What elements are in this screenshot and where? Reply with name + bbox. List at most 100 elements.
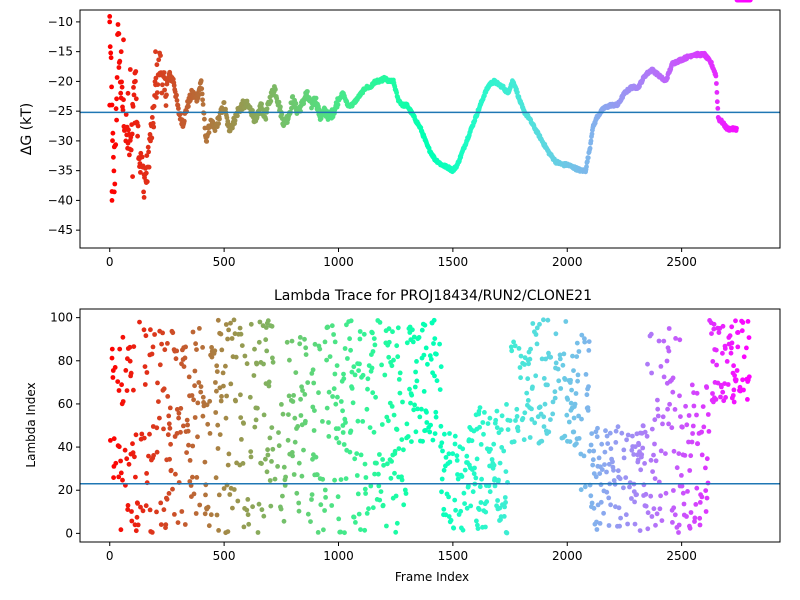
lambda-point [493, 417, 499, 423]
lambda-point [560, 362, 566, 368]
lambda-point [404, 340, 410, 346]
delta-g-point [116, 31, 122, 37]
lambda-point [272, 476, 278, 482]
delta-g-point [276, 99, 282, 105]
lambda-point [645, 526, 651, 532]
lambda-point [591, 505, 597, 511]
lambda-point [572, 401, 578, 407]
lambda-point [606, 523, 612, 528]
lambda-point [289, 338, 295, 344]
lambda-point [730, 393, 736, 398]
lambda-point [191, 397, 197, 403]
lambda-point [487, 463, 492, 469]
lambda-point [682, 453, 688, 458]
lambda-point [197, 502, 203, 508]
lambda-point [213, 475, 219, 481]
y-tick-label: 60 [58, 397, 73, 411]
lambda-point [148, 327, 153, 333]
lambda-point [528, 346, 533, 352]
lambda-point [310, 404, 316, 410]
lambda-point [571, 368, 576, 373]
lambda-point [241, 421, 247, 426]
lambda-point [216, 492, 222, 498]
lambda-point [427, 429, 433, 435]
lambda-point [376, 471, 381, 477]
lambda-point [532, 420, 538, 426]
lambda-point [679, 483, 685, 489]
lambda-point [411, 407, 417, 413]
lambda-point [475, 526, 481, 531]
lambda-point [530, 321, 536, 326]
lambda-point [499, 445, 505, 450]
lambda-point [671, 488, 676, 493]
lambda-point [676, 522, 682, 528]
lambda-point [485, 421, 491, 426]
lambda-point [362, 461, 368, 467]
lambda-point [642, 461, 647, 466]
y-tick-label: −10 [48, 15, 73, 29]
lambda-point [722, 381, 727, 386]
lambda-point [602, 449, 608, 455]
lambda-point [729, 345, 734, 351]
lambda-point [464, 453, 470, 459]
lambda-point [382, 372, 388, 378]
lambda-point [356, 511, 362, 517]
lambda-point [605, 441, 611, 446]
lambda-point [477, 405, 483, 410]
lambda-point [660, 421, 665, 427]
lambda-point [259, 461, 264, 466]
lambda-point [370, 505, 376, 511]
lambda-point [687, 525, 693, 531]
lambda-point [315, 530, 321, 535]
lambda-point [739, 328, 745, 334]
delta-g-point [158, 53, 163, 58]
delta-g-point [141, 195, 147, 200]
lambda-point [428, 356, 434, 362]
lambda-point [332, 477, 337, 483]
lambda-point [127, 358, 133, 364]
delta-g-point [714, 90, 720, 95]
delta-g-point [114, 96, 119, 102]
lambda-point [158, 500, 164, 506]
lambda-point [703, 488, 709, 493]
lambda-point [470, 489, 476, 495]
lambda-point [651, 452, 656, 458]
delta-g-point [143, 180, 149, 186]
lambda-point [718, 394, 723, 400]
x-tick-label: 1000 [323, 549, 354, 563]
delta-g-point [224, 115, 230, 121]
delta-g-point [146, 164, 152, 170]
lambda-point [285, 437, 291, 443]
lambda-point [487, 415, 493, 421]
lambda-point [643, 503, 649, 509]
lambda-point [200, 394, 206, 400]
lambda-point [711, 321, 717, 327]
lambda-point [596, 455, 602, 461]
lambda-point [462, 467, 468, 473]
lambda-point [170, 330, 176, 336]
lambda-point [386, 418, 391, 424]
lambda-point [474, 518, 479, 524]
lambda-point [438, 423, 444, 429]
lambda-point [280, 493, 285, 499]
lambda-point [439, 440, 445, 446]
lambda-x-axis: 0 500 1000 1500 2000 2500 [106, 542, 697, 563]
lambda-point [424, 420, 430, 425]
delta-g-point [117, 58, 123, 64]
lambda-point [512, 343, 518, 349]
lambda-point [403, 491, 409, 496]
lambda-point [293, 370, 299, 375]
lambda-point [366, 506, 371, 512]
lambda-point [130, 450, 136, 456]
lambda-point [228, 381, 234, 387]
lambda-point [527, 435, 533, 440]
x-tick-label: 0 [106, 549, 114, 563]
lambda-point [741, 387, 746, 393]
lambda-point [539, 356, 545, 362]
lambda-point [238, 392, 243, 398]
delta-g-point [131, 85, 136, 90]
lambda-point [460, 527, 466, 533]
lambda-point [434, 351, 439, 357]
lambda-point [419, 327, 425, 333]
lambda-point [448, 517, 454, 523]
